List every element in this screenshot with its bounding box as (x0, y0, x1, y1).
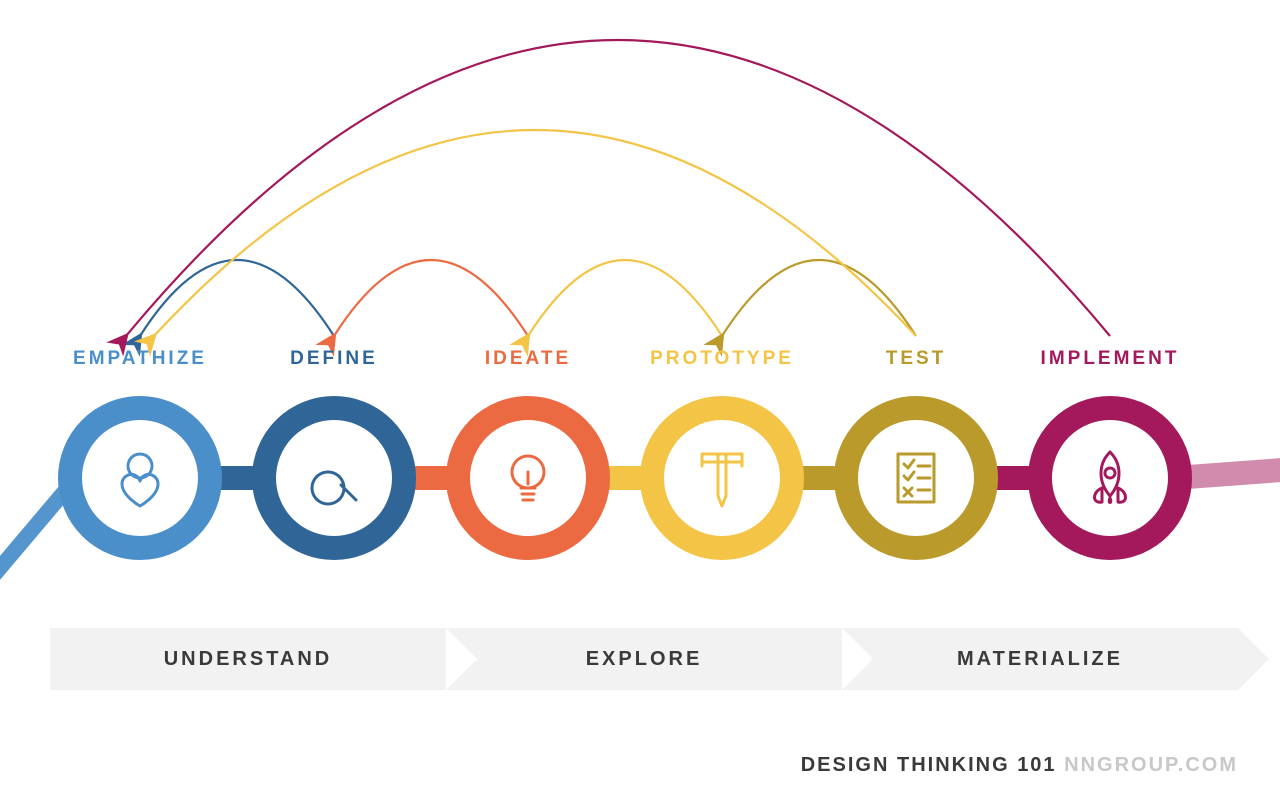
phase-label: EXPLORE (586, 648, 703, 671)
stage-label-define: DEFINE (224, 348, 444, 370)
phase-explore: EXPLORE (446, 628, 842, 690)
person-heart-icon (122, 454, 158, 506)
stage-label-test: TEST (806, 348, 1026, 370)
phase-materialize: MATERIALIZE (842, 628, 1238, 690)
pencil-ruler-icon (702, 454, 742, 506)
stage-label-implement: IMPLEMENT (1000, 348, 1220, 370)
stage-label-prototype: PROTOTYPE (612, 348, 832, 370)
stage-label-empathize: EMPATHIZE (30, 348, 250, 370)
checklist-icon (898, 454, 934, 502)
footer-credit: DESIGN THINKING 101 NNGROUP.COM (801, 754, 1238, 777)
phase-understand: UNDERSTAND (50, 628, 446, 690)
design-thinking-diagram: EMPATHIZEDEFINEIDEATEPROTOTYPETESTIMPLEM… (0, 0, 1280, 796)
phase-label: UNDERSTAND (164, 648, 333, 671)
footer-title: DESIGN THINKING 101 (801, 754, 1057, 776)
rocket-icon (1095, 452, 1126, 503)
stage-label-ideate: IDEATE (418, 348, 638, 370)
phase-label: MATERIALIZE (957, 648, 1123, 671)
lightbulb-icon (512, 456, 544, 500)
footer-source: NNGROUP.COM (1064, 754, 1238, 776)
magnifier-icon (312, 472, 356, 504)
